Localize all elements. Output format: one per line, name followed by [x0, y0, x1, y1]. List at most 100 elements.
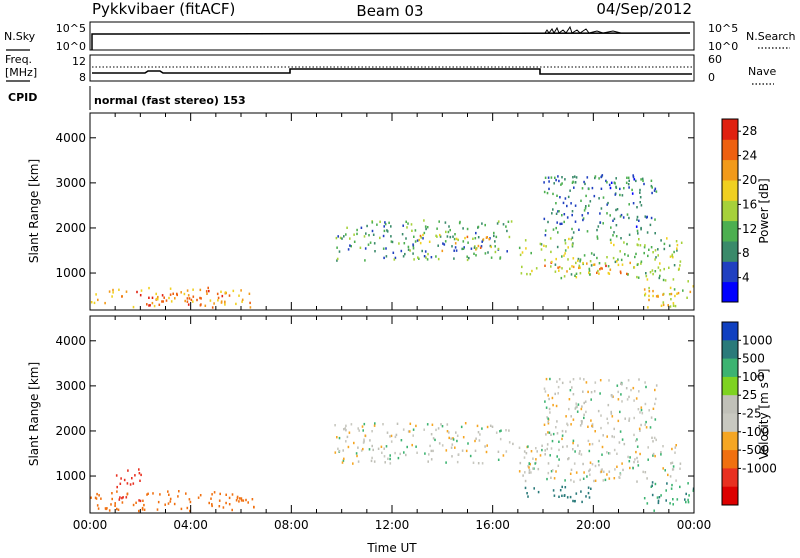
scatter-cell [231, 508, 233, 512]
scatter-cell [598, 177, 600, 180]
scatter-cell [413, 235, 415, 238]
scatter-cell [116, 485, 118, 489]
scatter-cell [561, 214, 563, 217]
scatter-cell [95, 293, 97, 296]
scatter-cell [132, 482, 135, 485]
scatter-cell [637, 408, 640, 411]
scatter-cell [572, 439, 575, 442]
scatter-cell [141, 508, 144, 511]
scatter-cell [143, 508, 146, 511]
scatter-cell [554, 176, 556, 179]
scatter-cell [582, 477, 585, 480]
scatter-cell [561, 434, 564, 437]
scatter-cell [556, 455, 558, 458]
x-axis-label: Time UT [366, 541, 417, 554]
colorbar-tick-label: 4 [742, 271, 750, 285]
scatter-cell [336, 259, 338, 262]
scatter-cell [680, 241, 683, 244]
scatter-cell [213, 302, 215, 305]
scatter-cell [559, 222, 561, 226]
scatter-cell [668, 293, 671, 296]
scatter-cell [692, 489, 695, 492]
scatter-cell [687, 280, 689, 283]
scatter-cell [341, 461, 344, 464]
scatter-cell [650, 246, 653, 249]
scatter-cell [446, 423, 449, 426]
scatter-cell [613, 231, 615, 234]
date-title: 04/Sep/2012 [596, 0, 692, 18]
scatter-cell [158, 303, 161, 306]
scatter-cell [225, 501, 227, 505]
scatter-cell [183, 292, 186, 296]
scatter-cell [240, 499, 243, 502]
x-tick-label: 12:00 [375, 518, 410, 532]
scatter-cell [146, 303, 148, 306]
scatter-cell [117, 508, 120, 511]
scatter-cell [389, 462, 392, 465]
scatter-cell [125, 290, 128, 293]
scatter-cell [573, 175, 576, 178]
scatter-cell [157, 500, 160, 504]
scatter-cell [494, 250, 497, 254]
scatter-cell [372, 448, 374, 452]
scatter-cell [636, 456, 638, 460]
scatter-cell [469, 454, 472, 458]
scatter-cell [376, 223, 378, 226]
scatter-cell [640, 260, 643, 263]
power-panel: 1000 2000 3000 4000 Slant Range [km] 4 8 12 16… [27, 112, 771, 311]
scatter-cell [217, 299, 219, 302]
scatter-cell [407, 245, 410, 249]
scatter-cell [573, 480, 575, 483]
colorbar-tick-label: 24 [742, 149, 757, 163]
scatter-cell [636, 218, 638, 221]
scatter-cell [549, 237, 552, 240]
scatter-cell [606, 417, 608, 420]
scatter-cell [646, 477, 648, 480]
scatter-cell [601, 445, 604, 449]
scatter-cell [407, 222, 409, 225]
scatter-cell [561, 485, 563, 489]
scatter-cell [599, 268, 601, 271]
colorbar-tick-label: 12 [742, 222, 757, 236]
scatter-cell [547, 471, 550, 475]
scatter-cell [585, 194, 587, 198]
scatter-cell [604, 478, 607, 482]
y-tick-label: 4000 [55, 334, 86, 348]
scatter-cell [580, 453, 583, 456]
scatter-cell [644, 215, 647, 218]
scatter-cell [607, 421, 609, 425]
x-tick-label: 16:00 [475, 518, 510, 532]
scatter-cell [654, 232, 656, 235]
scatter-cell [422, 233, 424, 237]
scatter-cell [666, 237, 668, 240]
scatter-cell [406, 445, 408, 449]
scatter-cell [139, 479, 141, 482]
scatter-cell [530, 450, 533, 453]
scatter-cell [238, 500, 240, 503]
scatter-cell [506, 250, 508, 253]
scatter-cell [93, 301, 96, 305]
scatter-cell [104, 301, 106, 305]
scatter-cell [559, 196, 561, 199]
scatter-cell [582, 261, 584, 265]
scatter-cell [116, 507, 118, 511]
scatter-cell [639, 452, 641, 456]
scatter-cell [399, 452, 401, 456]
scatter-cell [558, 210, 560, 213]
scatter-cell [667, 304, 669, 307]
scatter-cell [495, 431, 498, 434]
scatter-cell [390, 240, 393, 243]
scatter-cell [343, 457, 345, 460]
scatter-cell [525, 247, 527, 250]
scatter-cell [629, 456, 631, 459]
scatter-cell [157, 295, 159, 299]
scatter-cell [528, 466, 530, 469]
scatter-cell [523, 450, 526, 453]
scatter-cell [512, 442, 514, 446]
scatter-cell [120, 477, 122, 480]
colorbar-swatch [722, 431, 738, 451]
scatter-cell [409, 249, 411, 252]
scatter-cell [371, 430, 373, 433]
scatter-cell [481, 240, 483, 243]
scatter-cell [558, 378, 561, 381]
